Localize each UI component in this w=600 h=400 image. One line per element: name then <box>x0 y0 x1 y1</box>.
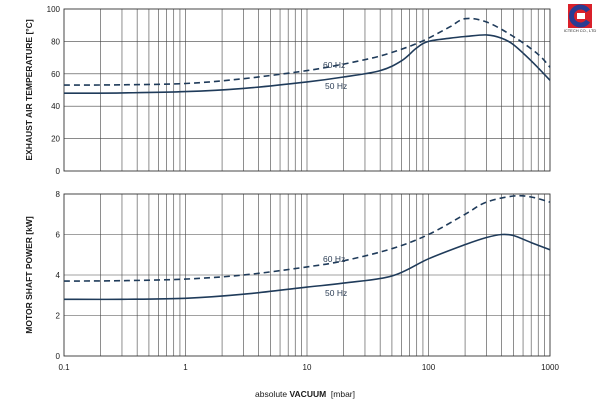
y-tick-label: 0 <box>56 352 61 361</box>
power-panel: 0 2 4 6 8 0.1 1 10 100 1000 60 Hz 50 Hz MOTOR SHAFT … <box>24 190 559 372</box>
logo-c-shape <box>569 4 591 28</box>
x-tick-label: 1000 <box>541 363 559 372</box>
y-tick-label: 0 <box>56 167 61 176</box>
logo-inner-bar <box>577 13 585 19</box>
x-tick-label: 100 <box>422 363 436 372</box>
power-series-60hz <box>63 194 551 282</box>
power-y-axis-title: MOTOR SHAFT POWER [kW] <box>24 216 34 334</box>
x-tick-label: 1 <box>183 363 188 372</box>
temperature-panel: 0 20 40 60 80 100 60 Hz 50 Hz EXHAUST AIR TEMPER… <box>24 5 551 176</box>
x-tick-label: 0.1 <box>58 363 70 372</box>
temperature-series-50hz <box>63 34 551 94</box>
temperature-series-60hz <box>63 17 551 86</box>
x-axis-title-suffix: [mbar] <box>326 389 355 399</box>
x-axis-title: absolute VACUUM [mbar] <box>255 389 355 399</box>
y-tick-label: 20 <box>51 135 60 144</box>
plot-frame <box>63 8 551 172</box>
company-name-caption: ICTECH CO., LTD <box>563 28 597 33</box>
power-label-60hz: 60 Hz <box>323 254 345 264</box>
ictech-logo-icon <box>568 4 592 28</box>
power-label-50hz: 50 Hz <box>325 288 347 298</box>
y-tick-label: 4 <box>56 271 61 280</box>
y-tick-label: 80 <box>51 37 60 46</box>
temperature-label-50hz: 50 Hz <box>325 81 347 91</box>
company-logo <box>562 4 598 40</box>
x-axis-title-bold: VACUUM <box>290 389 327 399</box>
y-tick-label: 60 <box>51 70 60 79</box>
plot-frame <box>63 193 551 357</box>
temperature-y-axis-title: EXHAUST AIR TEMPERATURE [°C] <box>24 19 34 160</box>
y-tick-label: 40 <box>51 102 60 111</box>
y-tick-label: 100 <box>47 5 61 14</box>
y-tick-label: 2 <box>56 312 61 321</box>
temperature-label-60hz: 60 Hz <box>323 60 345 70</box>
x-axis-title-prefix: absolute <box>255 389 290 399</box>
y-tick-label: 8 <box>56 190 61 199</box>
x-tick-label: 10 <box>303 363 312 372</box>
y-tick-label: 6 <box>56 231 61 240</box>
power-series-50hz <box>63 233 551 301</box>
